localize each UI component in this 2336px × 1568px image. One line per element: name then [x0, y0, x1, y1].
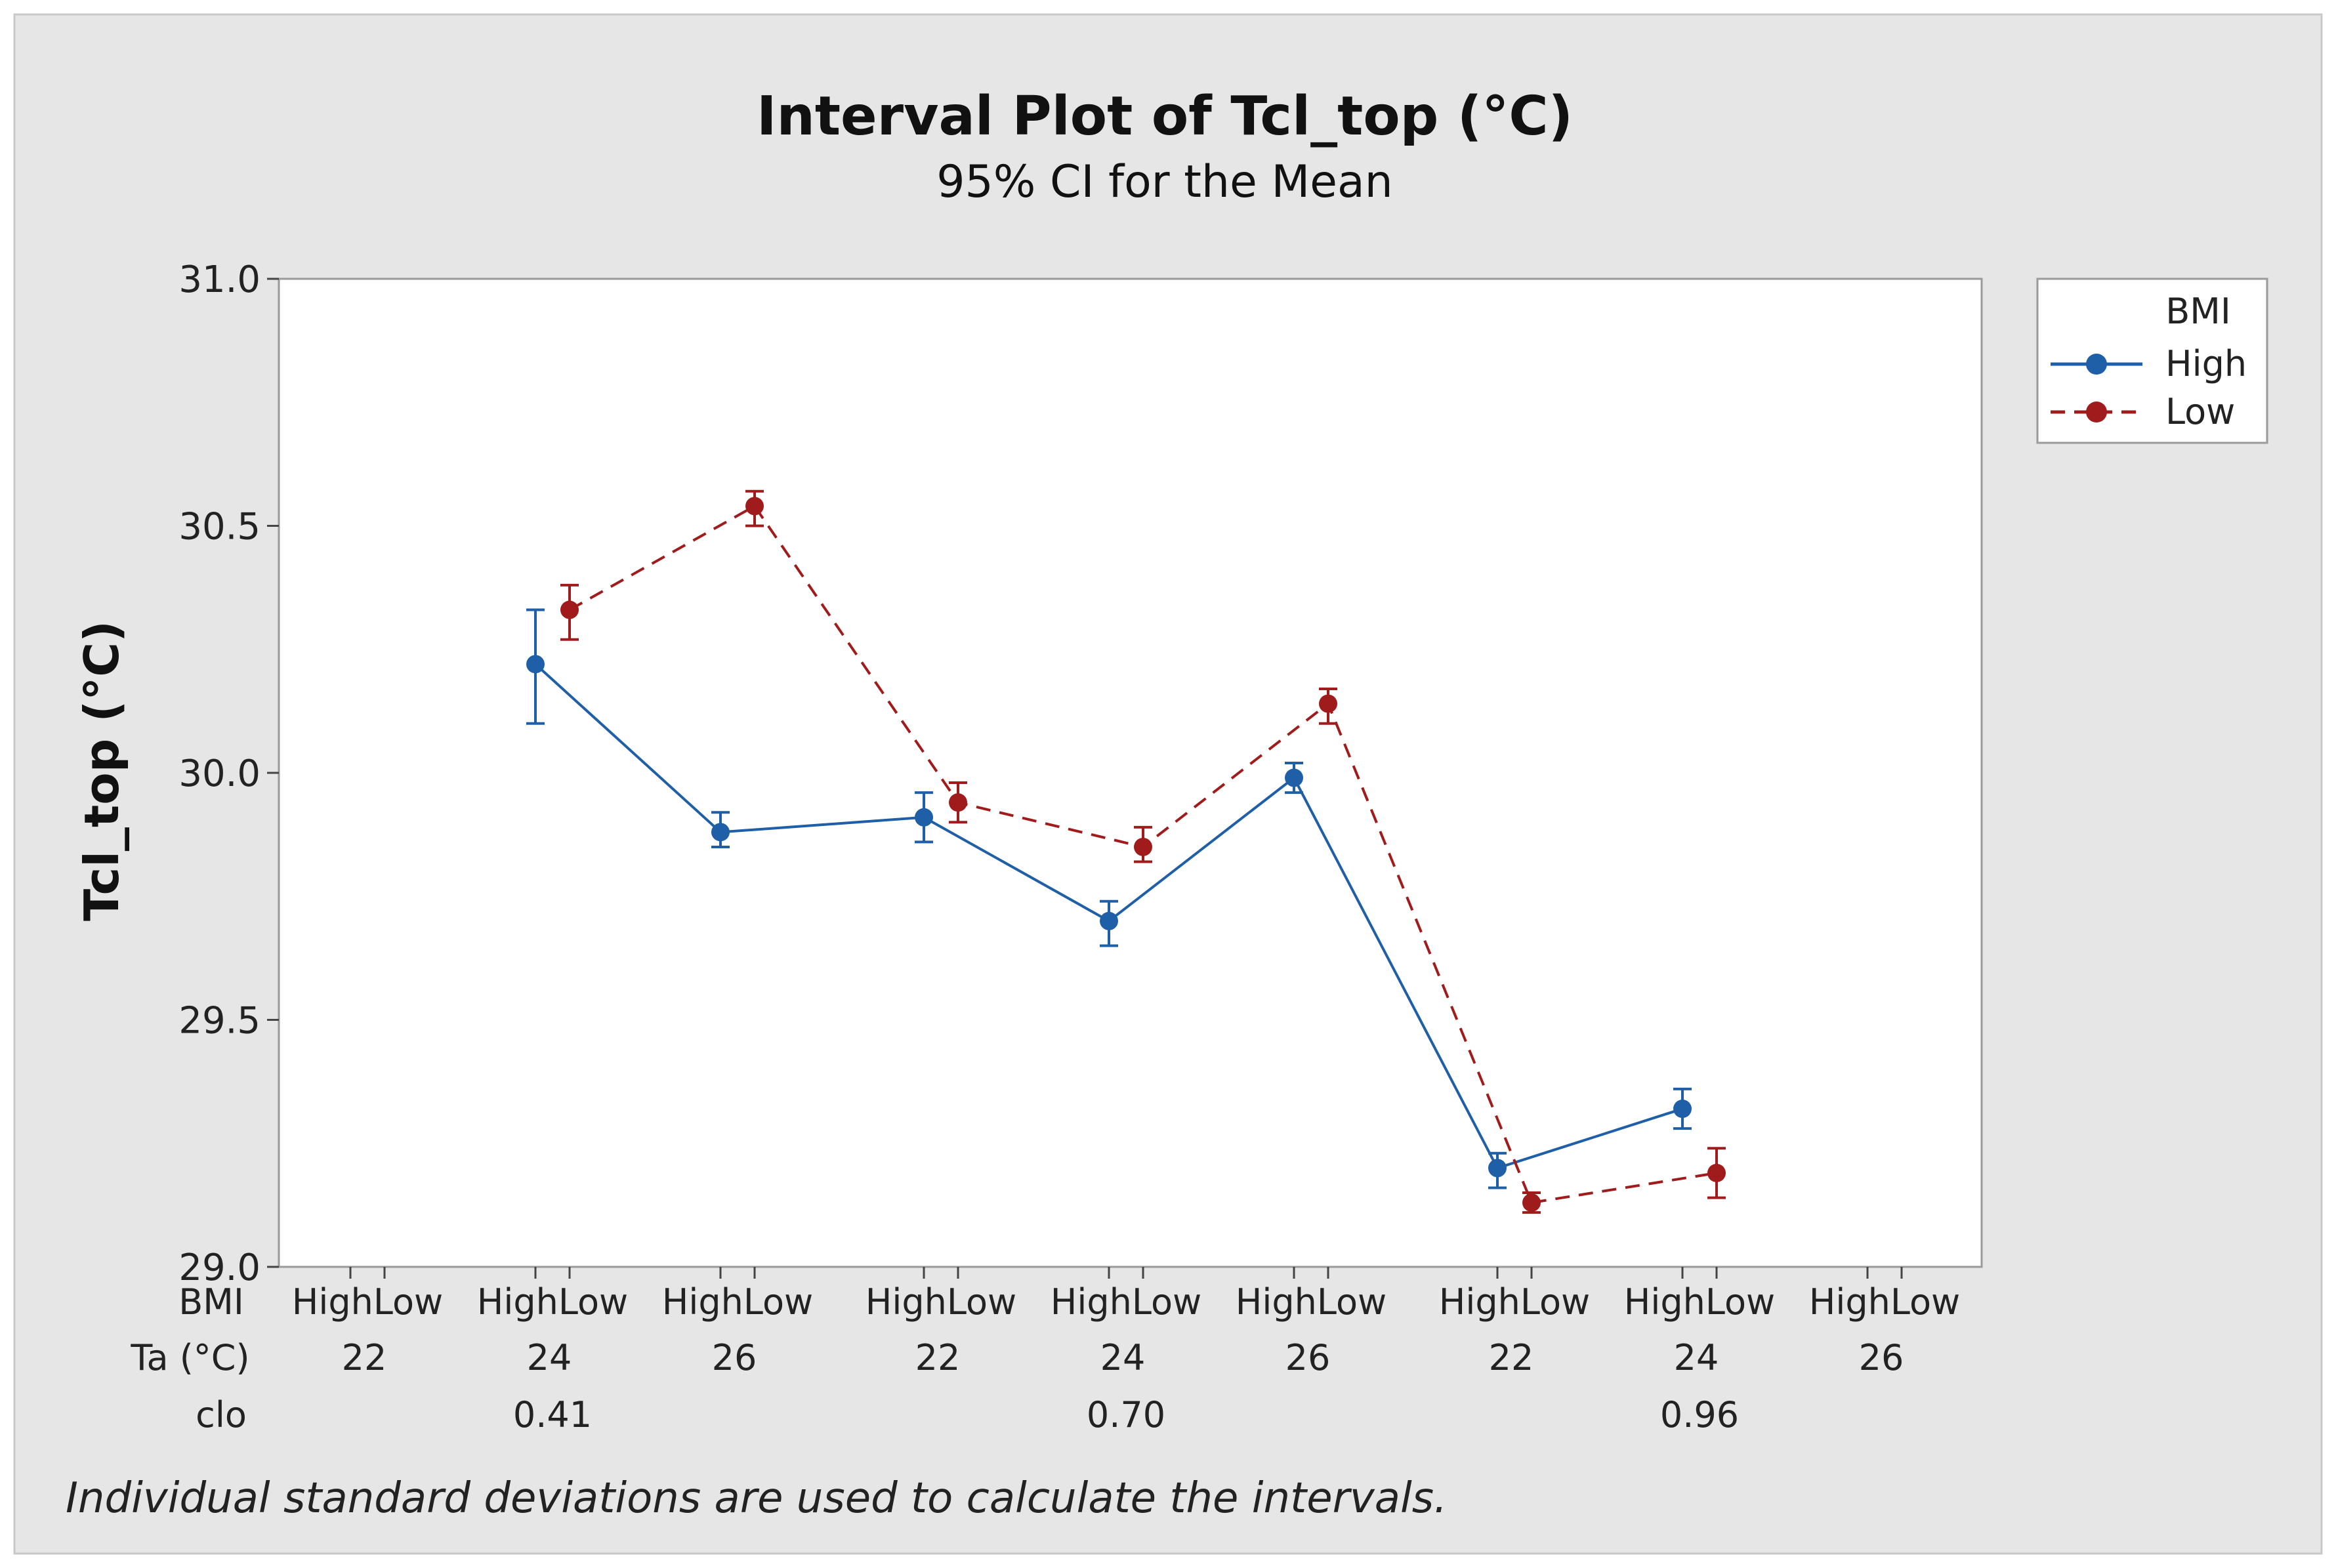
ta-tick-label: 22 [342, 1337, 387, 1378]
mean-point [526, 655, 545, 674]
mean-point [1488, 1159, 1507, 1178]
clo-row-label: clo [196, 1394, 247, 1435]
y-tick-label: 30.0 [178, 753, 261, 795]
mean-point [1100, 911, 1118, 930]
y-tick-label: 31.0 [178, 258, 261, 301]
legend-low-marker [2086, 402, 2107, 423]
mean-point [1707, 1163, 1726, 1182]
mean-point [1673, 1100, 1692, 1119]
bmi-row-label: BMI [178, 1281, 244, 1323]
ta-row-label: Ta (°C) [130, 1337, 249, 1378]
x-axis: HighLow 22 HighLow 24 HighLow 26 HighLow 22 High… [292, 1267, 1960, 1435]
bmi-tick-label: HighLow [662, 1281, 813, 1323]
clo-tick-label: 0.70 [1087, 1394, 1165, 1435]
legend-high-label: High [2165, 343, 2247, 384]
mean-point [1319, 694, 1337, 713]
clo-tick-label: 0.96 [1660, 1394, 1739, 1435]
mean-point [745, 497, 764, 516]
bmi-tick-label: HighLow [866, 1281, 1016, 1323]
bmi-tick-label: HighLow [292, 1281, 443, 1323]
interval-high [711, 811, 730, 848]
legend-low-label: Low [2165, 391, 2235, 432]
y-axis: 29.0 29.5 30.0 30.5 31.0 [178, 258, 279, 1289]
interval-low [1319, 687, 1337, 725]
mean-point [915, 808, 933, 827]
y-tick-label: 29.0 [178, 1247, 261, 1289]
ta-tick-label: 26 [712, 1337, 757, 1378]
bmi-tick-label: HighLow [1439, 1281, 1590, 1323]
mean-point [949, 793, 967, 812]
bmi-tick-label: HighLow [1809, 1281, 1960, 1323]
interval-high [1673, 1087, 1692, 1130]
y-tick-label: 30.5 [178, 506, 261, 548]
interval-low [560, 583, 579, 641]
legend: BMI High Low [2036, 278, 2268, 444]
ta-tick-label: 24 [1100, 1337, 1146, 1378]
chart-subtitle: 95% CI for the Mean [936, 156, 1393, 208]
interval-high [915, 791, 933, 844]
mean-point [560, 600, 579, 619]
y-tick-label: 29.5 [178, 1000, 261, 1042]
bmi-tick-label: HighLow [1624, 1281, 1775, 1323]
ta-tick-label: 26 [1285, 1337, 1331, 1378]
mean-point [711, 823, 730, 842]
bmi-tick-label: HighLow [477, 1281, 628, 1323]
clo-tick-label: 0.41 [513, 1394, 592, 1435]
bmi-tick-label: HighLow [1236, 1281, 1387, 1323]
mean-point [1134, 837, 1152, 856]
chart-title: Interval Plot of Tcl_top (°C) [757, 85, 1573, 148]
legend-box [2036, 278, 2268, 444]
plot-area [278, 278, 1983, 1268]
interval-high [1285, 761, 1303, 794]
mean-point [1285, 768, 1303, 787]
interval-low [1134, 825, 1152, 863]
y-axis-label: Tcl_top (°C) [74, 621, 129, 921]
interval-low [1707, 1147, 1726, 1199]
ta-tick-label: 26 [1859, 1337, 1904, 1378]
series-layer [526, 489, 1726, 1214]
legend-title: BMI [2165, 291, 2231, 332]
legend-high-marker [2086, 354, 2107, 375]
interval-high [1100, 899, 1118, 947]
mean-point [1522, 1193, 1541, 1212]
ta-tick-label: 22 [915, 1337, 961, 1378]
ta-tick-label: 24 [527, 1337, 572, 1378]
footnote: Individual standard deviations are used … [66, 1474, 1447, 1523]
ta-tick-label: 24 [1674, 1337, 1719, 1378]
interval-low [1522, 1191, 1541, 1214]
interval-high [1488, 1151, 1507, 1189]
interval-low [745, 489, 764, 527]
bmi-tick-label: HighLow [1051, 1281, 1201, 1323]
ta-tick-label: 22 [1489, 1337, 1534, 1378]
interval-low [949, 781, 967, 824]
interval-high [526, 608, 545, 725]
